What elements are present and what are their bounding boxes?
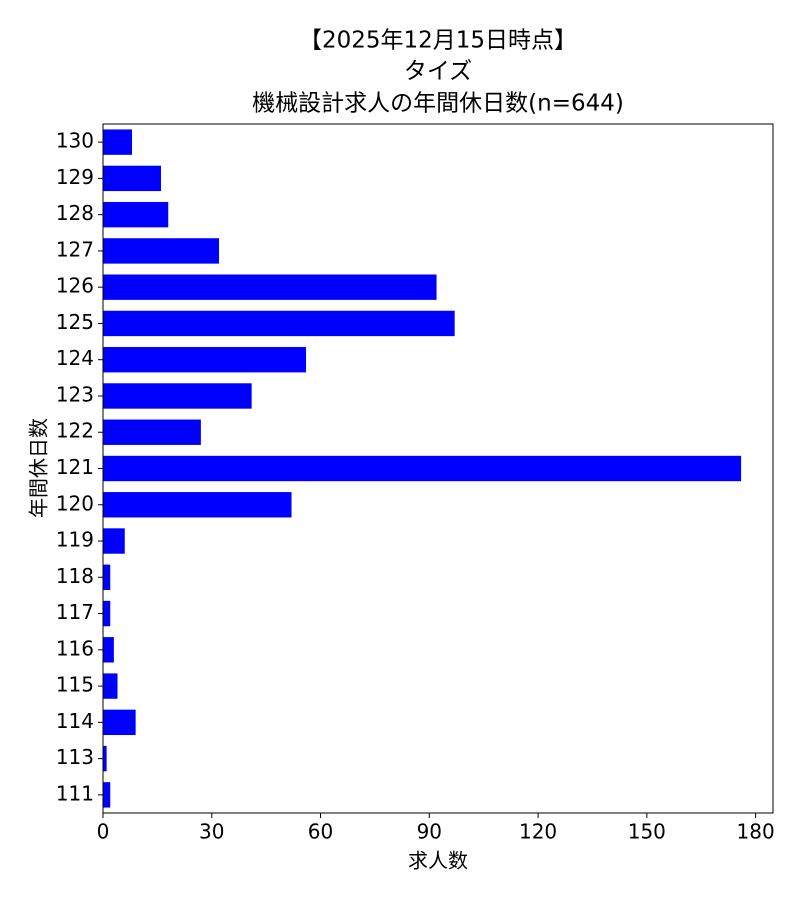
bar bbox=[103, 637, 114, 663]
x-tick-label: 0 bbox=[97, 820, 110, 844]
bar bbox=[103, 238, 220, 264]
chart-title: 【2025年12月15日時点】 bbox=[299, 28, 577, 54]
bar bbox=[103, 455, 742, 482]
bar bbox=[103, 419, 201, 445]
bar bbox=[103, 274, 437, 300]
bar bbox=[103, 492, 292, 518]
bar bbox=[103, 600, 111, 627]
chart-title: 機械設計求人の年間休日数(n=644) bbox=[252, 91, 624, 117]
y-tick-label: 122 bbox=[56, 419, 94, 443]
plot-frame bbox=[102, 123, 774, 814]
x-tick-label: 90 bbox=[417, 820, 442, 844]
y-tick-label: 121 bbox=[56, 455, 94, 479]
y-tick-label: 123 bbox=[56, 382, 94, 406]
bar bbox=[103, 347, 307, 373]
bar bbox=[103, 782, 111, 808]
x-tick-label: 30 bbox=[199, 820, 224, 844]
y-axis-label: 年間休日数 bbox=[27, 418, 51, 518]
x-tick-label: 180 bbox=[737, 820, 775, 844]
bar bbox=[103, 165, 162, 192]
y-tick-label: 111 bbox=[56, 781, 94, 805]
y-tick-label: 126 bbox=[56, 274, 94, 298]
bar bbox=[103, 745, 107, 772]
y-tick-label: 125 bbox=[56, 310, 94, 334]
bar bbox=[103, 528, 125, 554]
x-tick-label: 150 bbox=[628, 820, 666, 844]
y-tick-label: 118 bbox=[56, 564, 94, 588]
y-tick-label: 129 bbox=[56, 165, 94, 189]
y-tick-label: 120 bbox=[56, 491, 94, 515]
y-tick-label: 119 bbox=[56, 528, 94, 552]
y-tick-label: 130 bbox=[56, 129, 94, 153]
bar bbox=[103, 201, 169, 228]
bar bbox=[103, 129, 133, 155]
bar bbox=[103, 310, 455, 337]
x-axis-label: 求人数 bbox=[408, 849, 468, 873]
bar bbox=[103, 564, 111, 590]
x-tick-label: 120 bbox=[519, 820, 557, 844]
y-tick-label: 116 bbox=[56, 636, 94, 660]
bar bbox=[103, 383, 252, 409]
y-tick-label: 127 bbox=[56, 237, 94, 261]
x-tick-label: 60 bbox=[308, 820, 333, 844]
y-tick-label: 113 bbox=[56, 745, 94, 769]
chart-title: タイズ bbox=[404, 59, 472, 85]
y-tick-label: 128 bbox=[56, 201, 94, 225]
bar bbox=[103, 709, 136, 736]
y-tick-label: 117 bbox=[56, 600, 94, 624]
y-tick-label: 124 bbox=[56, 346, 94, 370]
y-tick-label: 114 bbox=[56, 709, 94, 733]
y-tick-label: 115 bbox=[56, 673, 94, 697]
bar bbox=[103, 673, 118, 699]
